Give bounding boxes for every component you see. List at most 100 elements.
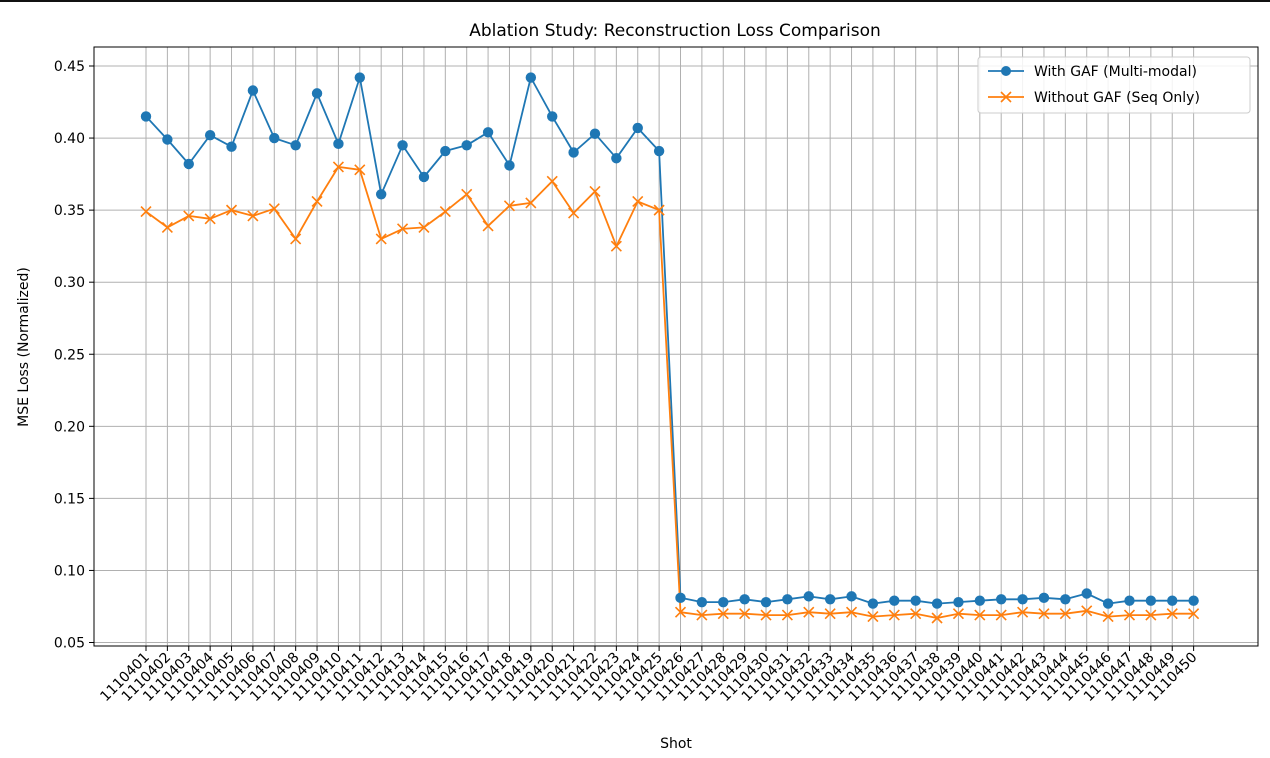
chart-title: Ablation Study: Reconstruction Loss Comp…	[469, 21, 881, 41]
data-point-series-2	[952, 608, 965, 620]
data-point-series-1	[760, 596, 772, 608]
data-point-series-1	[140, 111, 152, 122]
data-point-series-1	[1102, 598, 1114, 609]
legend: With GAF (Multi-modal) Without GAF (Seq O…	[977, 56, 1251, 114]
data-point-series-2	[781, 609, 793, 621]
grid-lines	[94, 47, 1258, 646]
data-point-series-2	[225, 204, 238, 216]
data-point-series-1	[1017, 594, 1028, 605]
x-axis-label: Shot	[660, 736, 692, 752]
series-line-2	[145, 165, 1194, 619]
data-point-series-1	[1167, 595, 1178, 606]
data-point-series-1	[996, 594, 1007, 605]
data-point-series-1	[461, 140, 472, 151]
data-point-series-2	[888, 609, 900, 621]
data-point-series-2	[439, 206, 451, 218]
data-point-series-2	[461, 188, 473, 200]
data-point-series-1	[824, 594, 836, 605]
data-point-series-1	[589, 128, 601, 139]
data-point-series-1	[889, 595, 900, 606]
y-axis: 0.05 0.10 0.15 0.20 0.25 0.30 0.35 0.40 0.45	[54, 59, 94, 652]
data-point-series-1	[718, 596, 729, 608]
legend-box	[977, 56, 1251, 114]
legend-marker-2	[1000, 91, 1012, 103]
data-point-series-2	[1188, 608, 1200, 620]
data-point-series-2	[867, 610, 879, 623]
y-tick-label: 0.10	[54, 563, 85, 579]
data-point-series-2	[354, 164, 366, 176]
data-point-series-1	[504, 160, 515, 171]
data-point-series-2	[311, 195, 323, 208]
data-point-series-2	[824, 608, 836, 620]
data-point-series-1	[953, 596, 964, 608]
data-point-series-2	[503, 200, 516, 212]
data-point-series-1	[974, 595, 986, 606]
series-markers	[140, 72, 1200, 624]
data-point-series-1	[247, 85, 259, 96]
series-lines	[145, 76, 1194, 619]
data-point-series-2	[803, 606, 815, 618]
data-point-series-2	[183, 210, 195, 222]
data-point-series-2	[482, 220, 494, 232]
data-point-series-1	[910, 595, 921, 606]
legend-marker-1	[1001, 66, 1011, 76]
x-axis: 1110401111040211104031110404111040511104…	[97, 646, 1200, 705]
series-line-1	[145, 76, 1194, 605]
data-point-series-1	[867, 598, 879, 609]
data-point-series-1	[375, 189, 387, 200]
y-tick-label: 0.20	[54, 419, 85, 435]
data-point-series-1	[931, 598, 943, 609]
data-point-series-1	[440, 145, 451, 157]
data-point-series-2	[1017, 606, 1029, 618]
data-point-series-2	[1059, 608, 1071, 620]
y-tick-label: 0.15	[54, 491, 85, 507]
y-tick-label: 0.40	[54, 131, 85, 147]
data-point-series-2	[140, 206, 152, 218]
data-point-series-1	[675, 592, 686, 604]
data-point-series-1	[739, 594, 750, 605]
data-point-series-2	[845, 606, 858, 618]
data-point-series-2	[268, 203, 280, 215]
data-point-series-2	[974, 609, 986, 621]
legend-label-1: With GAF (Multi-modal)	[1034, 64, 1197, 80]
data-point-series-1	[290, 140, 301, 151]
data-point-series-1	[1081, 588, 1092, 599]
data-point-series-2	[632, 195, 644, 208]
data-point-series-2	[717, 608, 729, 620]
data-point-series-2	[674, 606, 687, 618]
data-point-series-1	[204, 129, 216, 141]
data-point-series-2	[610, 240, 622, 252]
data-point-series-2	[931, 612, 943, 624]
y-tick-label: 0.35	[54, 203, 85, 219]
data-point-series-1	[696, 596, 708, 608]
data-point-series-1	[846, 591, 857, 602]
data-point-series-2	[1102, 610, 1114, 623]
y-axis-label: MSE Loss (Normalized)	[16, 267, 32, 427]
data-point-series-1	[1145, 595, 1157, 606]
data-point-series-1	[311, 88, 323, 99]
data-point-series-1	[354, 72, 365, 83]
data-point-series-1	[183, 158, 194, 170]
data-point-series-2	[1081, 605, 1093, 617]
data-point-series-1	[803, 591, 814, 602]
data-point-series-1	[333, 138, 344, 150]
data-point-series-1	[1188, 595, 1199, 606]
data-point-series-1	[269, 132, 280, 144]
data-point-series-2	[418, 221, 430, 233]
data-point-series-2	[589, 185, 601, 197]
data-point-series-2	[995, 609, 1007, 621]
y-tick-label: 0.45	[54, 59, 85, 75]
data-point-series-2	[247, 210, 259, 222]
data-point-series-1	[611, 153, 622, 164]
plot-frame	[93, 46, 1259, 647]
data-point-series-1	[226, 141, 237, 152]
data-point-series-2	[332, 161, 344, 173]
data-point-series-2	[375, 233, 387, 245]
data-point-series-2	[653, 204, 665, 216]
data-point-series-1	[782, 594, 793, 605]
data-point-series-2	[910, 608, 922, 620]
window-top-border	[0, 0, 1270, 2]
data-point-series-2	[396, 223, 409, 235]
data-point-series-1	[1060, 594, 1071, 605]
data-point-series-1	[547, 111, 558, 122]
